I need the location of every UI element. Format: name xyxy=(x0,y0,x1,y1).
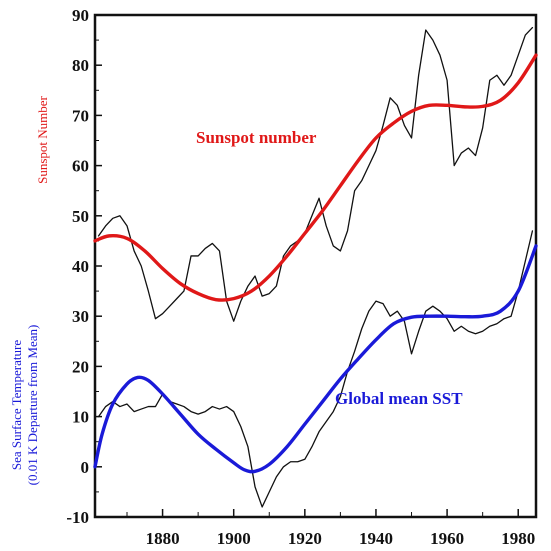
y-tick-label: 50 xyxy=(72,207,89,226)
y-tick-label: 70 xyxy=(72,106,89,125)
y-tick-label: -10 xyxy=(66,508,89,527)
sunspot-smooth-line xyxy=(93,53,538,302)
series-layer xyxy=(93,26,538,508)
x-tick-label: 1880 xyxy=(146,529,180,548)
y-tick-label: 40 xyxy=(72,257,89,276)
x-tick-label: 1920 xyxy=(288,529,322,548)
y-tick-label: 0 xyxy=(81,458,90,477)
y-tick-label: 20 xyxy=(72,357,89,376)
x-tick-label: 1980 xyxy=(501,529,535,548)
axis-ticks: -10 0 10 20 30 40 50 60 70 80 90 1880 1900 1920 1940 19… xyxy=(66,6,535,548)
y-tick-label: 60 xyxy=(72,157,89,176)
y-tick-label: 80 xyxy=(72,56,89,75)
y-axis-title-sst-line1: Sea Surface Temperature xyxy=(9,340,24,470)
x-tick-label: 1940 xyxy=(359,529,393,548)
x-tick-label: 1900 xyxy=(217,529,251,548)
y-axis-title-sst-line2: (0.01 K Departure from Mean) xyxy=(25,325,40,486)
y-axis-title-sunspot: Sunspot Number xyxy=(35,95,50,183)
raw-sst-line xyxy=(97,230,534,508)
x-tick-label: 1960 xyxy=(430,529,464,548)
series-label-sunspot: Sunspot number xyxy=(196,128,317,147)
raw-sunspot-line xyxy=(97,26,534,322)
sst-smooth-line xyxy=(93,244,538,474)
y-tick-label: 90 xyxy=(72,6,89,25)
y-tick-label: 30 xyxy=(72,307,89,326)
y-tick-label: 10 xyxy=(72,408,89,427)
series-label-sst: Global mean SST xyxy=(335,389,463,408)
